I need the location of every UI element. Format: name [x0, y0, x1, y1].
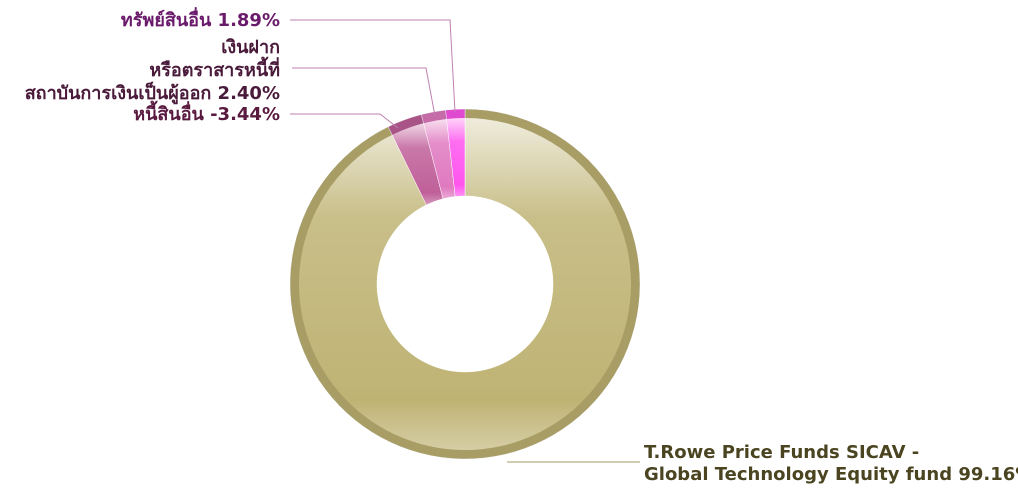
leader-line-2 — [292, 67, 436, 117]
slice-label-line: ทรัพย์สินอื่น 1.89% — [121, 7, 280, 31]
slice-label-line: หรือตราสารหนี้ที่ — [149, 56, 280, 81]
slice-gloss-2 — [423, 119, 456, 199]
slice-gloss-3 — [446, 118, 465, 197]
slice-labels: T.Rowe Price Funds SICAV -Global Technol… — [25, 7, 1018, 485]
slice-gloss-0 — [299, 118, 631, 451]
slice-rim-3 — [445, 109, 465, 120]
slice-label-line: Global Technology Equity fund 99.16% — [644, 464, 1018, 485]
leader-lines — [290, 19, 640, 463]
slice-label-line: หนี้สินอื่น -3.44% — [133, 100, 280, 125]
slice-label-line: เงินฝาก — [221, 37, 280, 58]
leader-line-1 — [290, 113, 399, 129]
slice-label-2: เงินฝากหรือตราสารหนี้ที่สถาบันการเงินเป็… — [25, 37, 280, 105]
donut-hole — [377, 196, 553, 372]
slice-label-3: ทรัพย์สินอื่น 1.89% — [121, 7, 280, 31]
slice-label-1: หนี้สินอื่น -3.44% — [133, 100, 280, 125]
slice-gloss-1 — [392, 123, 444, 205]
slice-label-0: T.Rowe Price Funds SICAV -Global Technol… — [644, 442, 1018, 485]
gloss-overlay — [299, 118, 631, 451]
slice-label-line: สถาบันการเงินเป็นผู้ออก 2.40% — [25, 81, 280, 105]
slice-rim-1 — [388, 114, 424, 135]
slice-rim-2 — [421, 110, 447, 124]
leader-line-3 — [290, 19, 456, 113]
slice-label-line: T.Rowe Price Funds SICAV - — [644, 442, 919, 463]
